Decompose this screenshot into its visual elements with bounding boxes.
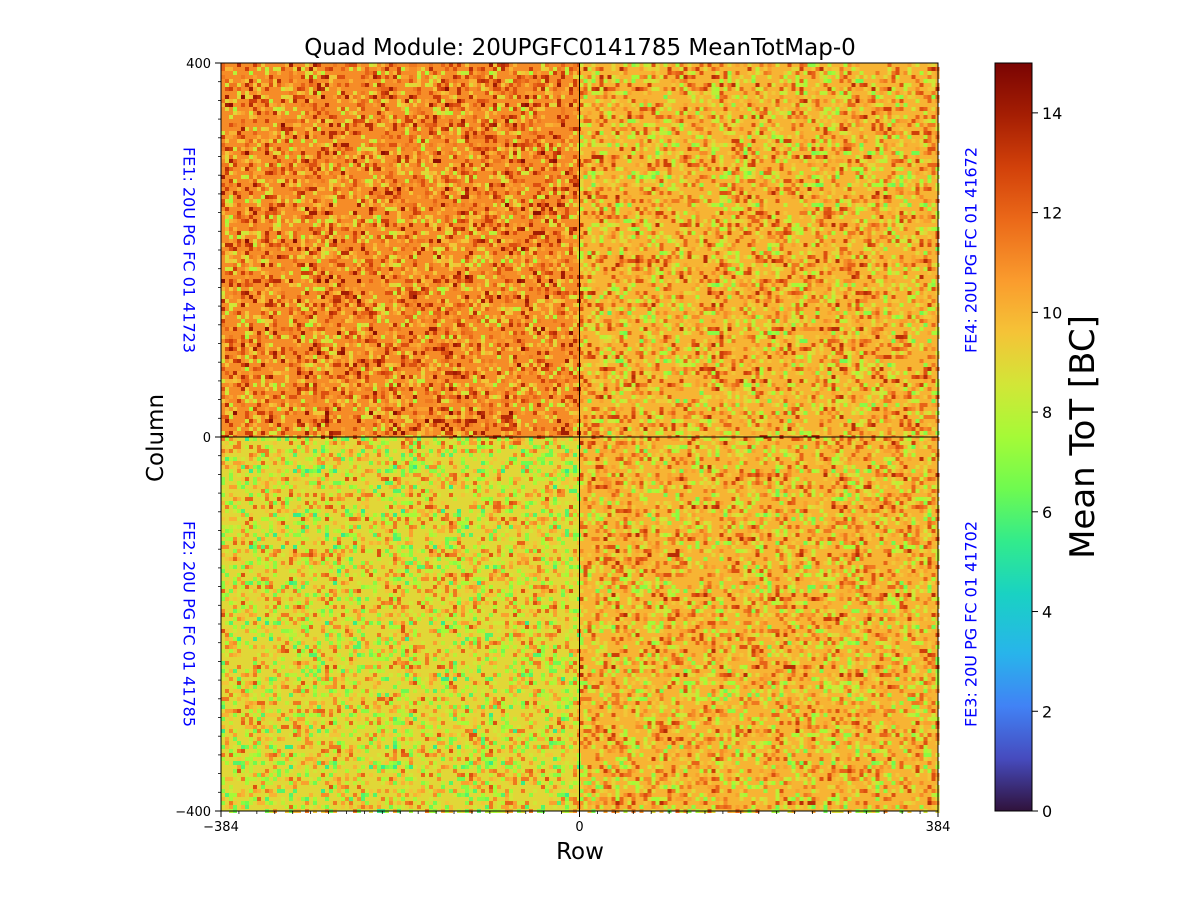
noise-cells [579, 437, 940, 813]
noise-cells [221, 63, 581, 439]
quadrant-label-fe3: FE3: 20U PG FC 01 41702 [962, 521, 981, 727]
noise-cells [221, 437, 581, 813]
x-axis-minor-ticks [220, 811, 939, 814]
colorbar-tick-label: 2 [1042, 702, 1052, 721]
noise-cells [221, 63, 581, 439]
noise-cells [579, 63, 940, 439]
x-axis-label: Row [556, 839, 604, 865]
y-axis-label: Column [143, 394, 169, 482]
colorbar-tick-label: 4 [1042, 603, 1052, 622]
noise-cells [607, 311, 612, 315]
noise-cells [579, 63, 940, 439]
chart-title: Quad Module: 20UPGFC0141785 MeanTotMap-0 [304, 35, 856, 61]
colorbar-ticks: 0 2 4 6 8 10 12 14 [1032, 104, 1062, 821]
colorbar-label: Mean ToT [BC] [1063, 315, 1103, 559]
noise-cells [377, 215, 381, 219]
noise-cells [579, 437, 940, 813]
noise-cells [579, 437, 940, 813]
y-axis-ticks: −400 0 400 [175, 57, 221, 820]
noise-cells [579, 437, 940, 813]
colorbar-tick-label: 6 [1042, 503, 1052, 522]
x-tick-label: 384 [926, 820, 951, 835]
noise-cells [579, 67, 932, 439]
y-tick-label: 0 [203, 431, 211, 446]
quadrant-label-fe1: FE1: 20U PG FC 01 41723 [180, 147, 199, 353]
heatmap-plot-area [220, 62, 940, 813]
noise-cells [579, 63, 940, 439]
noise-cells [579, 441, 940, 805]
noise-cells [579, 63, 940, 439]
noise-cells [221, 63, 581, 439]
colorbar: 0 2 4 6 8 10 12 14 Mean ToT [BC] [994, 62, 1103, 821]
noise-cells [221, 437, 581, 813]
y-axis-minor-ticks [218, 62, 221, 812]
colorbar-tick-label: 10 [1042, 303, 1062, 322]
quadrant-label-fe4: FE4: 20U PG FC 01 41672 [962, 147, 981, 353]
colorbar-tick-label: 14 [1042, 104, 1062, 123]
y-tick-label: 400 [186, 57, 211, 72]
noise-cells [579, 437, 940, 813]
quadrant-label-fe2: FE2: 20U PG FC 01 41785 [180, 521, 199, 727]
noise-cells [579, 437, 940, 813]
colorbar-gradient [994, 62, 1033, 812]
x-axis-ticks: −384 0 384 [203, 811, 950, 835]
noise-cells [221, 441, 581, 809]
colorbar-tick-label: 0 [1042, 802, 1052, 821]
colorbar-tick-label: 8 [1042, 403, 1052, 422]
heatmap-pixel-noise [221, 63, 940, 813]
noise-cells [221, 437, 581, 813]
y-tick-label: −400 [175, 805, 211, 820]
quadrant-labels: FE1: 20U PG FC 01 41723 FE4: 20U PG FC 01… [180, 147, 981, 727]
x-tick-label: 0 [575, 820, 583, 835]
noise-cells [221, 63, 581, 439]
x-tick-label: −384 [203, 820, 239, 835]
colorbar-tick-label: 12 [1042, 204, 1062, 223]
noise-cells [579, 63, 940, 439]
noise-cells [579, 63, 940, 439]
noise-cells [221, 437, 581, 813]
noise-cells [221, 63, 581, 439]
noise-cells [221, 437, 581, 813]
